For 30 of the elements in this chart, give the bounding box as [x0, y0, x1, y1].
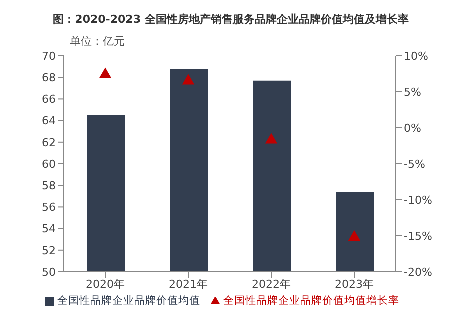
y-tick-label: 56 — [42, 201, 56, 214]
chart-title: 图：2020-2023 全国性房地产销售服务品牌企业品牌价值均值及增长率 — [52, 12, 410, 28]
y2-tick-label: 10% — [404, 50, 428, 63]
y-tick-label: 52 — [42, 244, 56, 258]
y-tick-label: 60 — [42, 158, 56, 171]
y-tick-label: 50 — [42, 266, 56, 279]
x-tick-label: 2022年 — [252, 278, 291, 291]
y2-tick-label: -20% — [404, 266, 432, 279]
y2-tick-label: -15% — [404, 230, 432, 243]
y-tick-label: 62 — [42, 136, 56, 150]
point — [182, 74, 195, 85]
y2-tick-label: -10% — [404, 194, 432, 207]
point — [265, 133, 278, 144]
y-tick-label: 64 — [42, 114, 56, 128]
point — [99, 68, 112, 78]
legend-label: 全国性品牌企业品牌价值均值 — [58, 295, 200, 307]
x-tick-label: 2023年 — [335, 278, 374, 291]
y-tick-label: 58 — [42, 180, 56, 193]
y-tick-label: 54 — [42, 222, 56, 236]
y-tick-label: 68 — [42, 72, 56, 85]
legend-label: 全国性品牌企业品牌价值均值增长率 — [224, 295, 400, 307]
y-tick-label: 66 — [42, 93, 56, 106]
y2-tick-label: 5% — [404, 86, 422, 99]
y-tick-label: 70 — [42, 50, 56, 63]
text: 单位：亿元 — [69, 34, 126, 50]
y2-tick-label: 0% — [404, 122, 422, 135]
x-tick-label: 2021年 — [169, 278, 208, 291]
point — [348, 230, 361, 241]
x-tick-label: 2020年 — [86, 278, 125, 291]
y2-tick-label: -5% — [404, 158, 426, 171]
